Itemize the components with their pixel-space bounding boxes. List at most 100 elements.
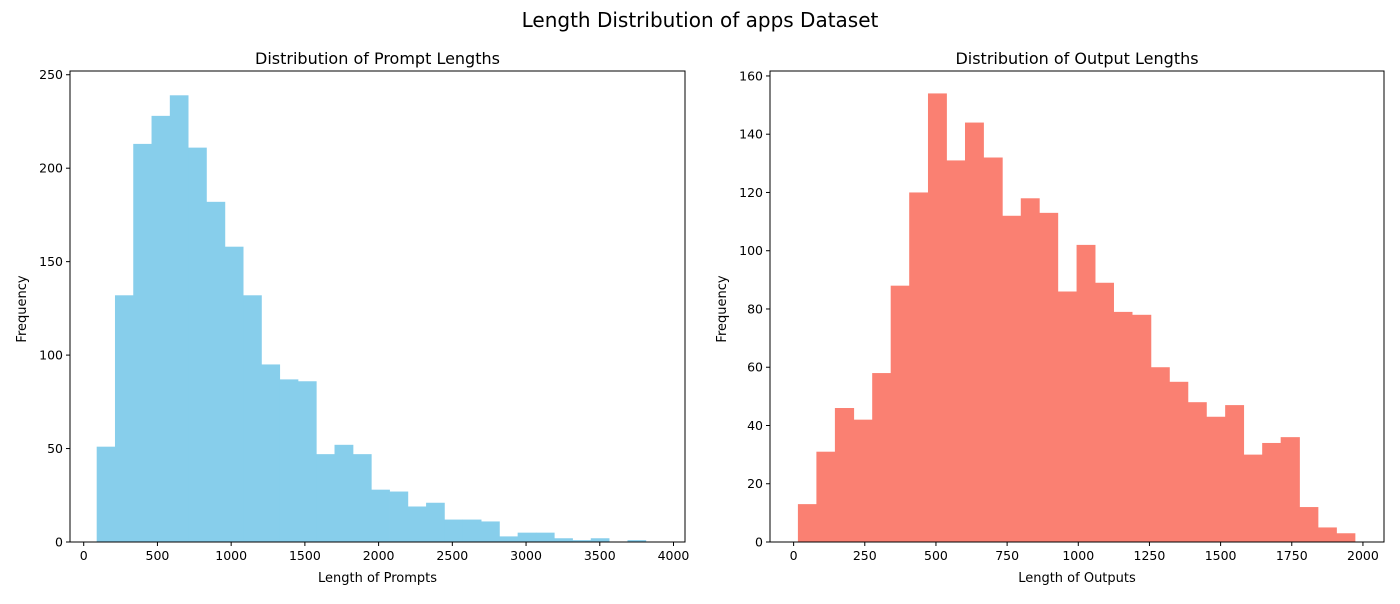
- x-tick-label: 500: [924, 548, 948, 563]
- y-tick-label: 40: [747, 418, 763, 433]
- histogram-bar: [983, 157, 1003, 542]
- y-tick-label: 100: [739, 243, 763, 258]
- histogram-bar: [334, 444, 354, 542]
- bars: [96, 95, 647, 543]
- histogram-bar: [169, 95, 189, 543]
- y-axis-label: Frequency: [715, 275, 730, 342]
- histogram-bar: [1317, 527, 1337, 542]
- histogram-bar: [499, 536, 519, 542]
- histogram-bar: [964, 122, 984, 542]
- histogram-bar: [1336, 533, 1356, 542]
- y-tick-label: 60: [747, 360, 763, 375]
- histogram-bar: [1039, 212, 1059, 542]
- x-tick-label: 1750: [1276, 548, 1308, 563]
- x-tick-label: 2000: [363, 548, 395, 563]
- x-tick-label: 1000: [215, 548, 247, 563]
- histogram-bar: [1020, 198, 1040, 543]
- histogram-bar: [481, 521, 500, 542]
- axes-frame: [769, 70, 1385, 543]
- histogram-bar: [797, 504, 817, 542]
- y-tick-label: 0: [755, 535, 763, 550]
- histogram-bar: [946, 160, 966, 543]
- histogram-bar: [407, 506, 427, 542]
- x-ticks: 0 500 1000 1500 2000 2500 3000 3500 4000: [80, 542, 690, 563]
- histogram-bar: [535, 532, 555, 542]
- axes-frame: [69, 70, 686, 543]
- y-tick-label: 20: [747, 476, 763, 491]
- histogram-bar: [1225, 405, 1245, 542]
- histogram-bar: [1299, 507, 1319, 542]
- histogram-bar: [96, 446, 116, 542]
- histogram-bar: [1187, 402, 1207, 542]
- histogram-bar: [279, 379, 299, 542]
- x-tick-label: 500: [146, 548, 170, 563]
- histogram-bar: [444, 519, 464, 542]
- histogram-bar: [627, 540, 647, 542]
- histogram-bar: [1169, 381, 1189, 542]
- histogram-bar: [1002, 215, 1022, 542]
- x-tick-label: 3000: [510, 548, 542, 563]
- histogram-bar: [1095, 282, 1114, 542]
- chart-title: Distribution of Prompt Lengths: [255, 49, 500, 68]
- histogram-bar: [133, 143, 152, 542]
- histogram-bar: [1057, 291, 1077, 542]
- histogram-bar: [834, 408, 855, 542]
- y-tick-label: 50: [47, 441, 63, 456]
- histogram-bar: [261, 364, 281, 542]
- histogram-bar: [1262, 442, 1282, 542]
- y-tick-label: 250: [39, 67, 63, 82]
- x-tick-label: 2000: [1347, 548, 1379, 563]
- histogram-bar: [1113, 311, 1133, 542]
- y-tick-label: 150: [39, 254, 63, 269]
- y-tick-label: 200: [39, 161, 63, 176]
- bars: [797, 93, 1356, 543]
- x-axis-label: Length of Outputs: [1018, 571, 1136, 586]
- x-tick-label: 1250: [1134, 548, 1166, 563]
- histogram-bar: [1206, 416, 1226, 542]
- output-length-histogram: Distribution of Output Lengths 0 250 500 75…: [715, 49, 1385, 586]
- prompt-length-histogram: Distribution of Prompt Lengths 0 500 1000 1…: [15, 49, 689, 586]
- x-tick-label: 750: [995, 548, 1019, 563]
- histogram-bar: [572, 540, 592, 542]
- histogram-bar: [517, 532, 537, 542]
- x-ticks: 0 250 500 750 1000 1250 1500 1750 2000: [790, 542, 1379, 563]
- histogram-bar: [1132, 314, 1152, 542]
- histogram-bar: [352, 454, 372, 542]
- chart-title: Distribution of Output Lengths: [955, 49, 1198, 68]
- histogram-bar: [224, 246, 244, 542]
- x-tick-label: 1500: [1205, 548, 1237, 563]
- histogram-bar: [206, 201, 226, 542]
- x-tick-label: 4000: [658, 548, 690, 563]
- histogram-bar: [554, 538, 573, 542]
- histogram-bar: [426, 502, 445, 542]
- y-ticks: 0 20 40 60 80 100 120 140 160: [739, 68, 770, 550]
- y-tick-label: 0: [55, 535, 63, 550]
- histogram-bar: [1150, 367, 1170, 542]
- x-tick-label: 1000: [1062, 548, 1094, 563]
- histogram-bar: [816, 451, 836, 542]
- x-tick-label: 3500: [584, 548, 616, 563]
- x-tick-label: 1500: [289, 548, 321, 563]
- x-tick-label: 0: [80, 548, 88, 563]
- x-tick-label: 0: [790, 548, 798, 563]
- histogram-bar: [590, 538, 610, 542]
- histogram-bar: [909, 192, 929, 542]
- histogram-bar: [316, 454, 335, 542]
- histogram-bar: [188, 147, 207, 542]
- histogram-bar: [297, 381, 317, 542]
- y-tick-label: 80: [747, 301, 763, 316]
- figure-title: Length Distribution of apps Dataset: [522, 8, 879, 32]
- y-tick-label: 120: [739, 185, 763, 200]
- histogram-bar: [853, 419, 873, 542]
- x-axis-label: Length of Prompts: [318, 571, 437, 586]
- histogram-bar: [389, 491, 409, 542]
- histogram-bar: [243, 295, 262, 542]
- histogram-bar: [151, 115, 171, 543]
- x-tick-label: 250: [853, 548, 877, 563]
- histogram-bar: [927, 93, 947, 543]
- y-ticks: 0 50 100 150 200 250: [39, 67, 70, 550]
- histogram-bar: [1280, 437, 1300, 542]
- histogram-bar: [114, 295, 134, 542]
